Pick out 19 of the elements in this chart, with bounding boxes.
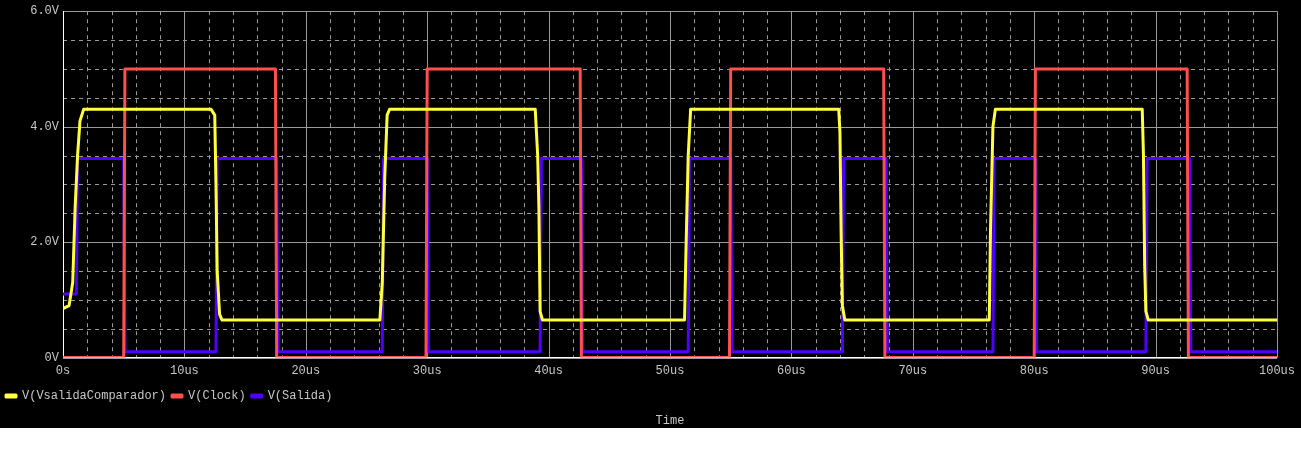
legend-label: V(Salida) <box>267 389 333 404</box>
x-tick-label: 70us <box>898 363 928 378</box>
x-tick-label: 80us <box>1019 363 1049 378</box>
y-tick-label: 0V <box>44 350 60 365</box>
x-tick-label: 100us <box>1258 363 1295 378</box>
x-tick-label: 30us <box>412 363 442 378</box>
x-tick-label: 90us <box>1141 363 1170 378</box>
x-tick-label: 60us <box>776 363 806 378</box>
x-axis-title: Time <box>655 414 685 429</box>
x-tick-label: 20us <box>291 363 321 378</box>
y-tick-label: 4.0V <box>30 119 60 134</box>
legend-label: V(VsalidaComparador) <box>22 389 167 404</box>
y-tick-label: 2.0V <box>30 235 60 250</box>
legend-label: V(Clock) <box>188 389 246 404</box>
x-tick-label: 10us <box>169 363 199 378</box>
x-tick-label: 50us <box>655 363 685 378</box>
x-tick-label: 0s <box>55 363 71 378</box>
x-tick-label: 40us <box>534 363 564 378</box>
y-tick-label: 6.0V <box>30 4 60 19</box>
